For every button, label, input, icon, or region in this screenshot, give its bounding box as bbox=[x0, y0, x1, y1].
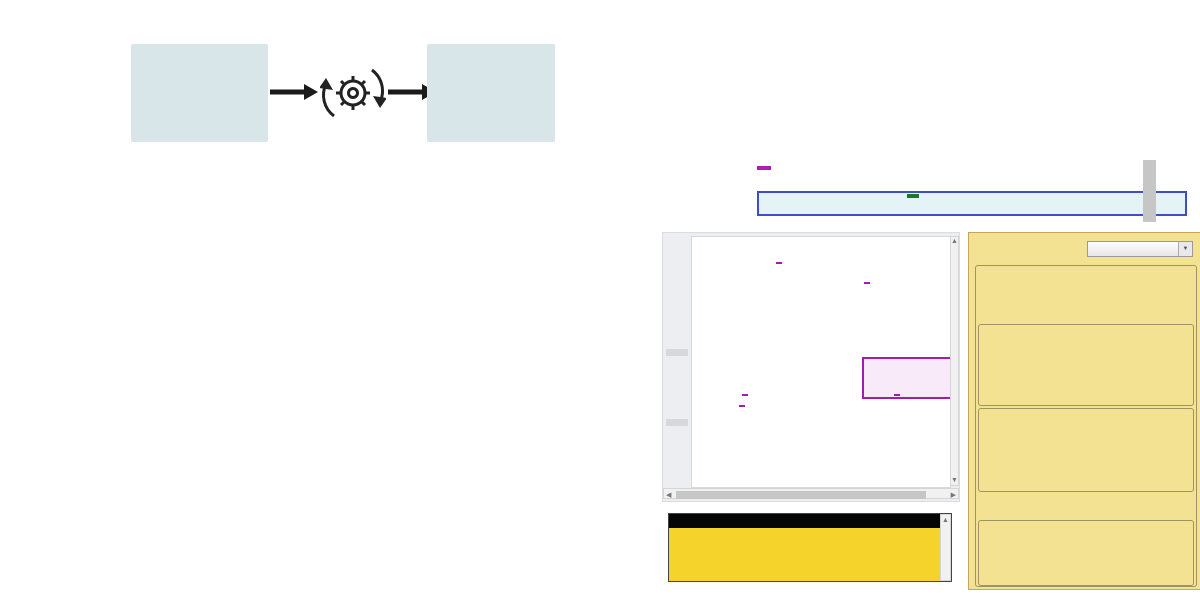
rules-header bbox=[669, 514, 940, 528]
scroll-left-icon[interactable]: ◀ bbox=[666, 492, 672, 499]
process-gear-icon bbox=[319, 58, 387, 128]
chevron-down-icon[interactable]: ▼ bbox=[1178, 242, 1192, 256]
doc-invoice-no-value bbox=[776, 262, 782, 264]
doc-date-value bbox=[864, 282, 870, 284]
items-table bbox=[692, 237, 950, 487]
formularz-group bbox=[975, 265, 1197, 587]
section-marker bbox=[666, 419, 688, 426]
horizontal-scrollbar[interactable]: ◀ ▶ bbox=[663, 488, 959, 499]
scroll-down-icon[interactable]: ▼ bbox=[951, 477, 958, 484]
feature-table bbox=[0, 192, 300, 572]
section-marker bbox=[666, 349, 688, 356]
invoice-page bbox=[691, 236, 951, 488]
seller-group bbox=[978, 408, 1194, 492]
arrow-right-icon bbox=[270, 84, 318, 100]
confusion-matrix-b bbox=[292, 390, 584, 600]
client-tax-value bbox=[894, 393, 900, 396]
scroll-up-icon[interactable]: ▲ bbox=[942, 517, 949, 524]
confusion-matrix-a bbox=[292, 192, 584, 392]
system-diagram bbox=[118, 22, 568, 150]
client-address bbox=[862, 357, 950, 399]
iban-value bbox=[739, 405, 745, 407]
rules-panel: ▲ bbox=[668, 513, 952, 582]
client-group bbox=[978, 324, 1194, 406]
rules-scrollbar[interactable]: ▲ bbox=[940, 514, 951, 581]
document-viewer: ▲ ▼ ◀ ▶ bbox=[662, 232, 960, 502]
extraction-example-a bbox=[640, 163, 1188, 229]
items-group bbox=[978, 520, 1194, 586]
vertical-scrollbar[interactable]: ▲ ▼ bbox=[950, 236, 959, 486]
document-class-dropdown[interactable]: ▼ bbox=[1087, 241, 1193, 257]
seller-tax-value bbox=[742, 393, 748, 396]
scroll-up-icon[interactable]: ▲ bbox=[951, 238, 958, 245]
input-data-box bbox=[131, 44, 268, 142]
date-value bbox=[907, 194, 919, 198]
vertical-scrollbar[interactable] bbox=[1143, 160, 1156, 222]
scrollbar-thumb[interactable] bbox=[676, 490, 926, 499]
scroll-right-icon[interactable]: ▶ bbox=[950, 492, 956, 499]
invoice-no-value bbox=[757, 166, 771, 170]
extraction-form-panel: ▼ bbox=[968, 232, 1200, 590]
output-data-box bbox=[427, 44, 555, 142]
date-field bbox=[757, 191, 1187, 216]
